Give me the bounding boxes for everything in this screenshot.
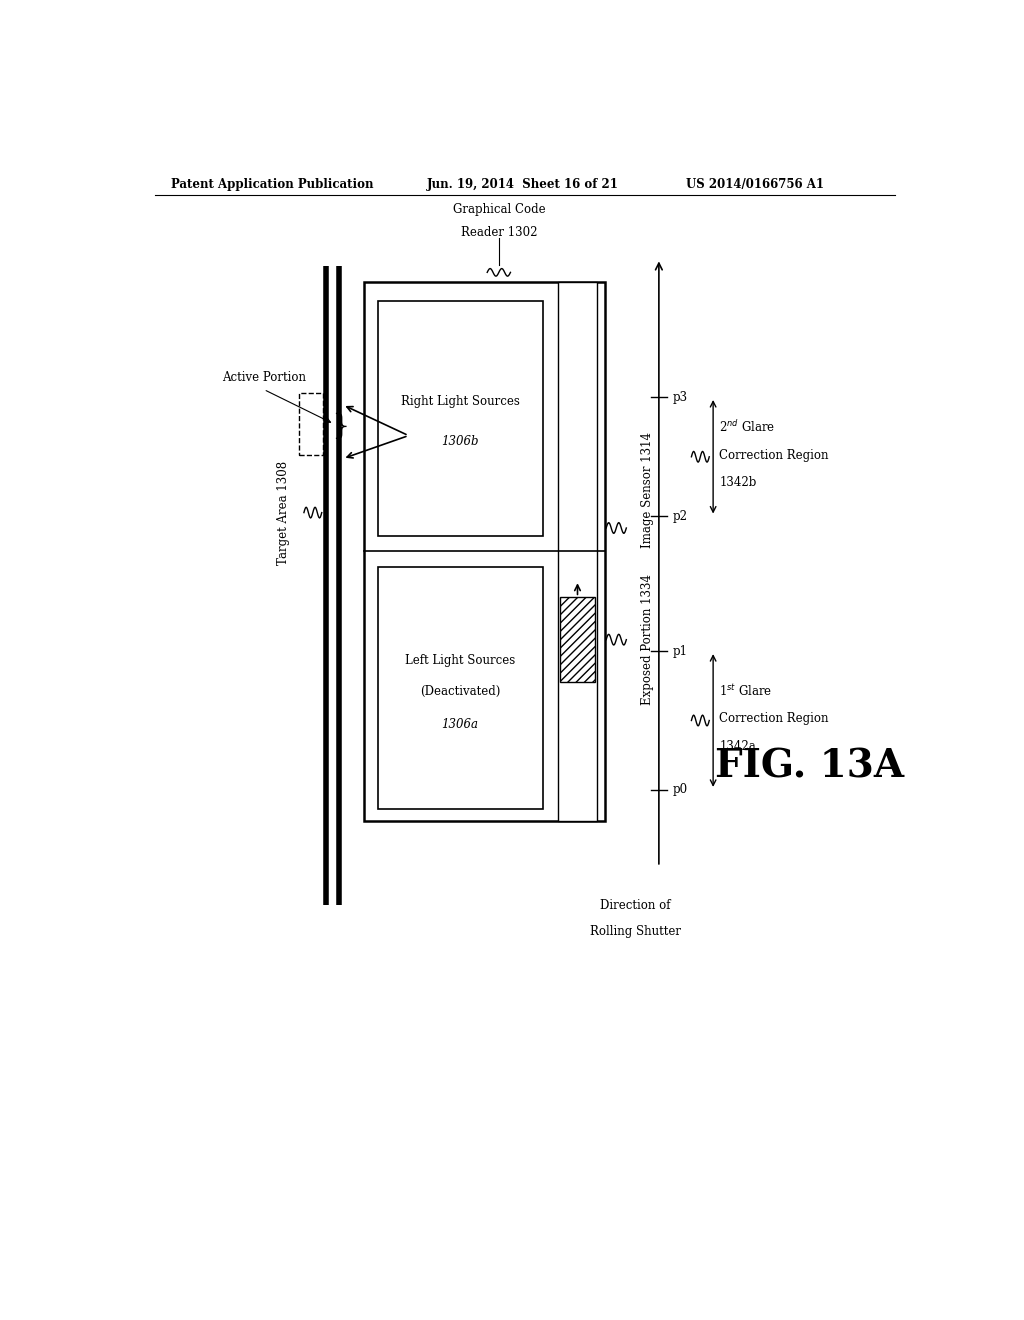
Text: p2: p2 [673, 510, 688, 523]
Bar [365, 281, 604, 821]
Text: 1306b: 1306b [441, 434, 479, 447]
Text: US 2014/0166756 A1: US 2014/0166756 A1 [686, 178, 824, 190]
Text: Jun. 19, 2014  Sheet 16 of 21: Jun. 19, 2014 Sheet 16 of 21 [426, 178, 618, 190]
Text: Correction Region: Correction Region [719, 713, 828, 726]
Bar [560, 597, 595, 682]
Text: 1342b: 1342b [719, 477, 757, 490]
Text: 2$^{nd}$ Glare: 2$^{nd}$ Glare [719, 420, 775, 436]
Text: Active Portion: Active Portion [221, 371, 305, 384]
Text: Left Light Sources: Left Light Sources [404, 655, 515, 668]
Text: Rolling Shutter: Rolling Shutter [590, 924, 681, 937]
Text: 1306a: 1306a [441, 718, 478, 731]
Text: Graphical Code: Graphical Code [453, 203, 545, 216]
Bar [299, 393, 324, 455]
Text: Reader 1302: Reader 1302 [461, 226, 537, 239]
Text: {: { [327, 411, 344, 437]
Text: p0: p0 [673, 783, 688, 796]
Text: Right Light Sources: Right Light Sources [400, 395, 519, 408]
Text: p3: p3 [673, 391, 688, 404]
Text: 1$^{st}$ Glare: 1$^{st}$ Glare [719, 684, 773, 700]
Text: FIG. 13A: FIG. 13A [716, 747, 904, 785]
Bar [558, 281, 597, 821]
Text: (Deactivated): (Deactivated) [420, 685, 501, 698]
Bar [378, 566, 543, 809]
Text: Target Area 1308: Target Area 1308 [276, 461, 290, 565]
Text: p1: p1 [673, 644, 688, 657]
Text: Image Sensor 1314: Image Sensor 1314 [641, 432, 653, 548]
Text: Exposed Portion 1334: Exposed Portion 1334 [641, 574, 653, 705]
Bar [378, 301, 543, 536]
Text: Correction Region: Correction Region [719, 449, 828, 462]
Text: 1342a: 1342a [719, 741, 756, 754]
Text: Patent Application Publication: Patent Application Publication [171, 178, 373, 190]
Text: Direction of: Direction of [600, 899, 671, 912]
